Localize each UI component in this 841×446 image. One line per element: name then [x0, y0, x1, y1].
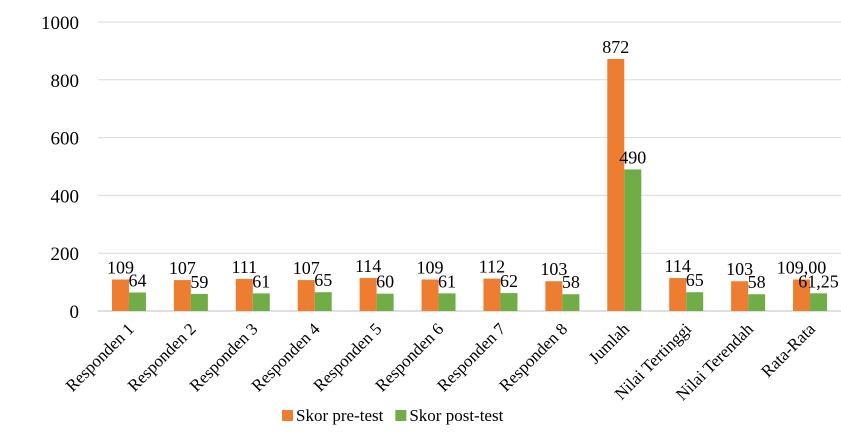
data-label-pre-7: 112	[479, 257, 505, 277]
bar-post-10	[686, 292, 704, 311]
y-tick-label: 800	[51, 71, 80, 92]
bar-pre-12	[793, 279, 811, 311]
data-label-post-11: 58	[748, 272, 766, 292]
bar-pre-6	[421, 279, 439, 311]
bar-post-1	[128, 292, 146, 311]
bar-post-12	[810, 293, 828, 311]
data-label-pre-5: 114	[355, 256, 381, 276]
bar-post-2	[190, 293, 208, 311]
data-label-post-3: 61	[252, 271, 270, 291]
bar-pre-10	[669, 278, 687, 311]
y-tick-label: 0	[70, 302, 80, 323]
legend-swatch-pre	[282, 410, 293, 421]
data-label-pre-10: 114	[665, 256, 691, 276]
y-tick-label: 600	[51, 129, 80, 150]
data-label-pre-8: 103	[540, 259, 567, 279]
data-label-post-5: 60	[376, 272, 394, 292]
bar-pre-7	[483, 278, 501, 311]
bar-post-7	[500, 293, 518, 311]
data-label-post-4: 65	[314, 270, 332, 290]
legend-label-post: Skor post-test	[409, 406, 503, 425]
data-label-post-6: 61	[438, 271, 456, 291]
data-label-pre-9: 872	[602, 37, 629, 57]
data-label-post-10: 65	[686, 270, 704, 290]
data-label-pre-1: 109	[107, 257, 134, 277]
data-labels: 1096410759111611076511460109611126210358…	[107, 37, 839, 292]
data-label-pre-4: 107	[293, 258, 320, 278]
legend-label-pre: Skor pre-test	[296, 406, 384, 425]
bar-post-3	[252, 293, 270, 311]
gridlines	[98, 21, 841, 312]
data-label-post-7: 62	[500, 271, 518, 291]
y-tick-label: 200	[51, 244, 80, 265]
data-label-pre-2: 107	[169, 258, 196, 278]
y-tick-label: 1000	[41, 13, 79, 34]
bar-pre-4	[297, 280, 315, 311]
data-label-pre-11: 103	[726, 259, 753, 279]
bar-post-4	[314, 292, 332, 311]
legend: Skor pre-test Skor post-test	[282, 406, 504, 425]
category-label-9: Jumlah	[585, 319, 634, 368]
y-axis-ticks: 0 200 400 600 800 1000	[41, 13, 79, 323]
data-label-post-8: 58	[562, 272, 580, 292]
bar-post-9	[624, 169, 642, 311]
bar-post-5	[376, 293, 394, 311]
data-label-pre-12: 109,00	[777, 257, 827, 277]
bar-pre-1	[111, 279, 129, 311]
data-label-post-12: 61,25	[798, 271, 839, 291]
bar-post-11	[748, 294, 766, 311]
bar-pre-2	[173, 280, 191, 311]
data-label-post-1: 64	[128, 271, 146, 291]
data-label-post-9: 490	[619, 147, 646, 167]
data-label-post-2: 59	[190, 272, 208, 292]
data-label-pre-6: 109	[417, 257, 444, 277]
bar-pre-5	[359, 278, 377, 311]
bar-pre-8	[545, 281, 563, 311]
y-tick-label: 400	[51, 186, 80, 207]
bar-pre-11	[731, 281, 749, 311]
bar-post-8	[562, 294, 580, 311]
bar-post-6	[438, 293, 456, 311]
category-label-12: Rata-Rata	[757, 319, 819, 381]
bar-pre-3	[235, 278, 253, 311]
data-label-pre-3: 111	[231, 257, 257, 277]
bar-pre-9	[607, 58, 625, 311]
bars	[111, 58, 828, 311]
legend-swatch-post	[395, 410, 407, 421]
